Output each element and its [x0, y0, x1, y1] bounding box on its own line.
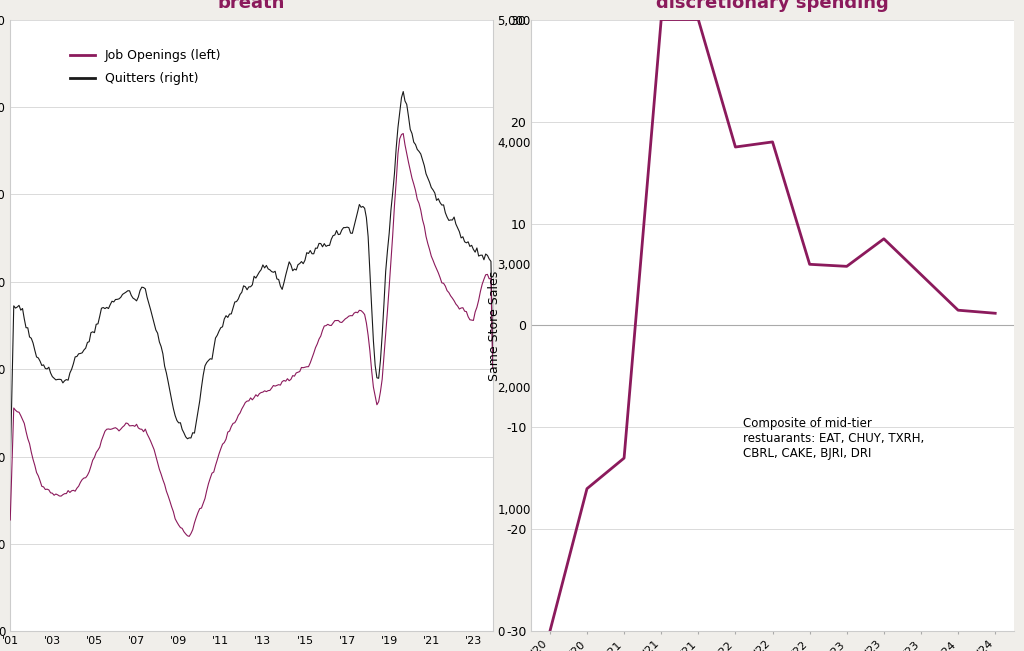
Legend: Job Openings (left), Quitters (right): Job Openings (left), Quitters (right)	[65, 44, 226, 90]
Y-axis label: Same Store Sales: Same Store Sales	[487, 270, 501, 381]
Title: Couple canaries little short of
breath: Couple canaries little short of breath	[101, 0, 401, 12]
Title: Consumers are slowing their
discretionary spending: Consumers are slowing their discretionar…	[628, 0, 918, 12]
Y-axis label: in '000s: in '000s	[537, 303, 550, 348]
Text: Composite of mid-tier
restuarants: EAT, CHUY, TXRH,
CBRL, CAKE, BJRI, DRI: Composite of mid-tier restuarants: EAT, …	[742, 417, 924, 460]
